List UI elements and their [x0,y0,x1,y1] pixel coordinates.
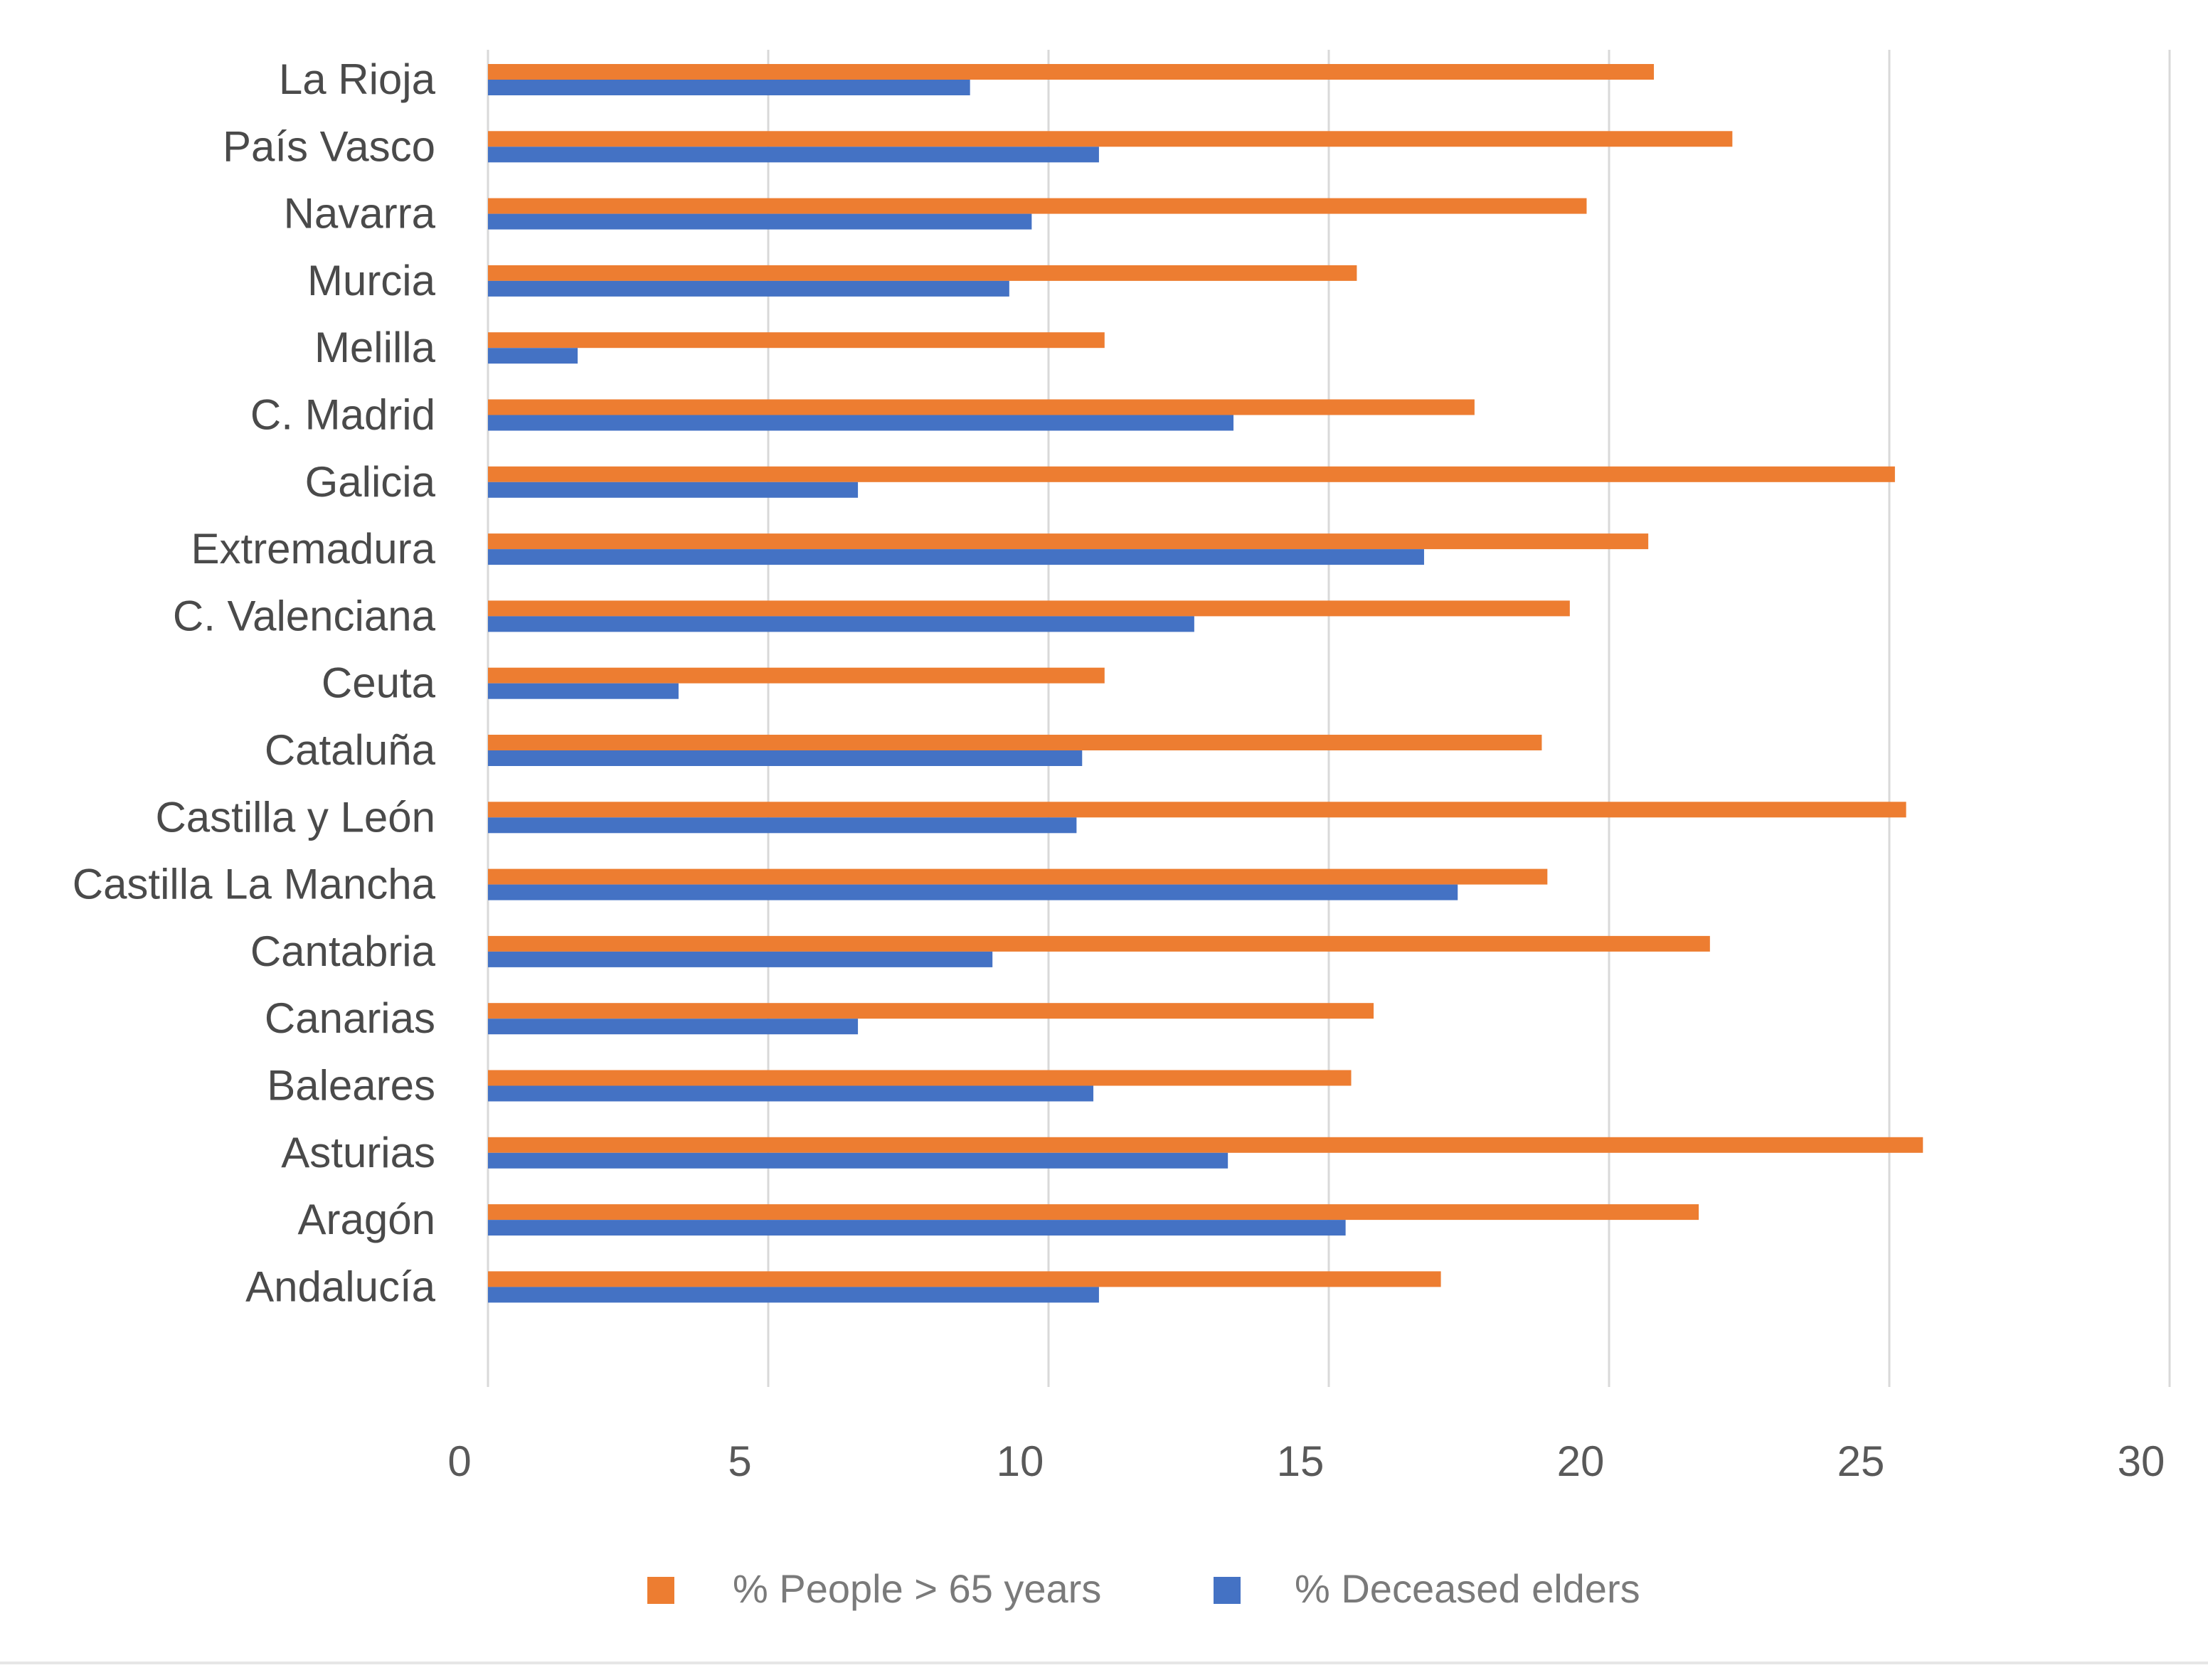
category-label: Asturias [281,1129,435,1176]
bar-people-over-65-9 [488,667,1105,684]
category-label: Galicia [305,458,436,506]
bar-people-over-65-18 [488,1271,1441,1287]
x-tick-label: 20 [1557,1437,1605,1485]
category-label: Murcia [307,257,436,304]
category-label: Cataluña [265,726,436,774]
gridlines [487,50,2171,1387]
x-tick-label: 30 [2118,1437,2165,1485]
category-label: Extremadura [191,525,436,573]
bar-people-over-65-17 [488,1204,1699,1221]
bar-deceased-elders-6 [488,482,859,498]
legend-label-1: % Deceased elders [1295,1566,1640,1611]
bar-deceased-elders-14 [488,1019,859,1035]
bar-people-over-65-5 [488,399,1475,415]
bar-deceased-elders-3 [488,280,1009,297]
category-label: C. Valenciana [173,592,436,639]
bar-deceased-elders-8 [488,616,1194,632]
category-label: Ceuta [322,659,436,707]
x-axis-tick-labels: 0 5 10 15 20 25 30 [447,1437,2165,1485]
x-tick-label: 15 [1277,1437,1325,1485]
bar-deceased-elders-11 [488,817,1077,834]
bar-deceased-elders-18 [488,1287,1099,1303]
category-label: Aragón [298,1196,435,1243]
legend-swatch-0 [647,1577,674,1604]
legend-swatch-1 [1214,1577,1241,1604]
bar-people-over-65-2 [488,198,1587,214]
category-label: Cantabria [250,927,436,975]
bar-deceased-elders-16 [488,1152,1228,1169]
legend-label-0: % People > 65 years [733,1566,1101,1611]
bar-deceased-elders-15 [488,1085,1094,1102]
x-tick-label: 0 [447,1437,471,1485]
bar-deceased-elders-0 [488,80,970,95]
x-tick-label: 10 [997,1437,1044,1485]
bar-people-over-65-16 [488,1137,1923,1153]
bar-deceased-elders-17 [488,1220,1346,1236]
legend: % People > 65 years % Deceased elders [647,1566,1640,1611]
bar-deceased-elders-5 [488,415,1234,431]
category-label: La Rioja [279,55,436,103]
bars [488,64,1923,1303]
bar-people-over-65-8 [488,600,1570,617]
bar-deceased-elders-7 [488,549,1424,565]
bar-people-over-65-14 [488,1003,1374,1019]
category-label: Navarra [284,190,436,238]
bar-deceased-elders-4 [488,348,578,364]
category-label: C. Madrid [250,391,435,439]
bar-deceased-elders-10 [488,750,1083,766]
category-label: Castilla La Mancha [73,861,436,908]
bar-people-over-65-7 [488,533,1649,550]
bar-deceased-elders-9 [488,683,679,699]
bar-people-over-65-15 [488,1070,1352,1086]
bar-people-over-65-4 [488,332,1105,349]
x-tick-label: 5 [728,1437,751,1485]
category-label: Baleares [267,1062,435,1110]
bar-deceased-elders-12 [488,884,1458,900]
bar-people-over-65-11 [488,802,1906,818]
category-label: Melilla [314,324,436,371]
bar-people-over-65-0 [488,64,1655,80]
category-labels: La Rioja País Vasco Navarra Murcia Melilla C.… [73,55,436,1310]
bar-deceased-elders-2 [488,213,1032,230]
x-tick-label: 25 [1837,1437,1885,1485]
category-label: Canarias [265,994,435,1042]
bar-people-over-65-12 [488,868,1548,885]
bar-people-over-65-3 [488,265,1357,281]
category-label: Andalucía [245,1262,435,1310]
bar-people-over-65-13 [488,935,1710,952]
bar-people-over-65-1 [488,131,1733,147]
bar-deceased-elders-13 [488,951,993,967]
bar-people-over-65-10 [488,735,1542,750]
bar-people-over-65-6 [488,466,1895,482]
category-label: Castilla y León [155,793,435,841]
bar-deceased-elders-1 [488,147,1099,163]
category-label: País Vasco [223,122,435,170]
